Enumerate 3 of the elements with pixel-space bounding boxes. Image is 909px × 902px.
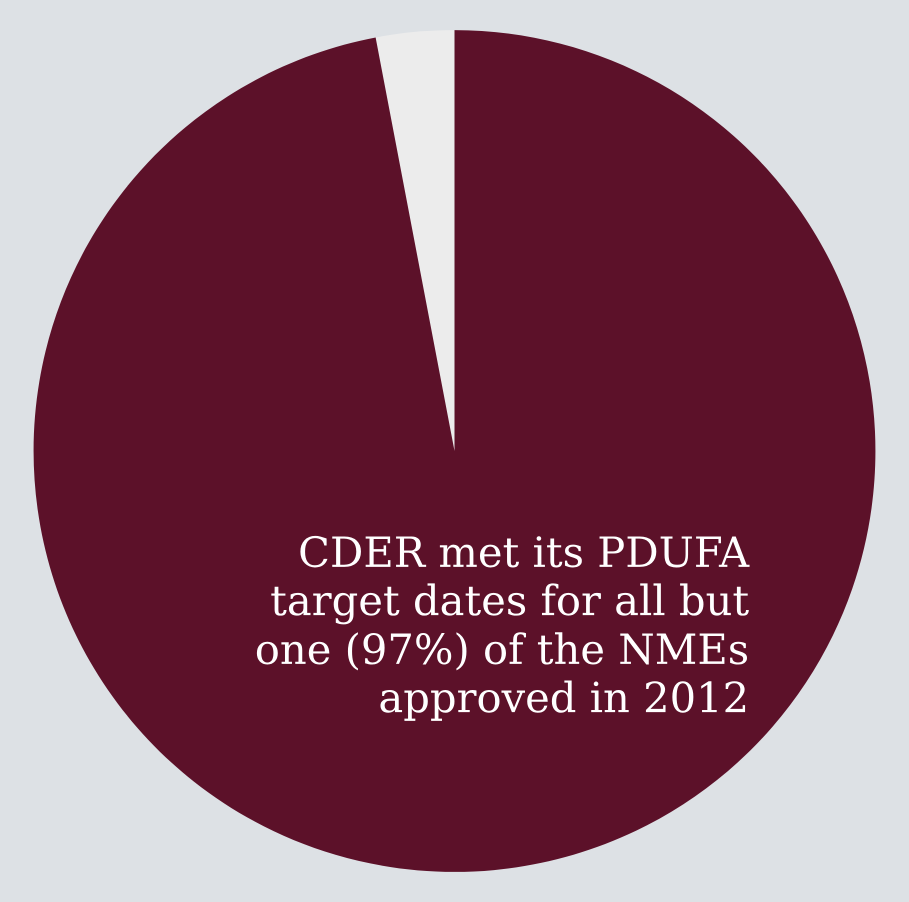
pie-slice [376,30,454,451]
pie-slice [34,30,876,872]
text: CDER met its PDUFA target dates for all but one (97%) of the NMEs approved in 2012 [256,536,750,721]
